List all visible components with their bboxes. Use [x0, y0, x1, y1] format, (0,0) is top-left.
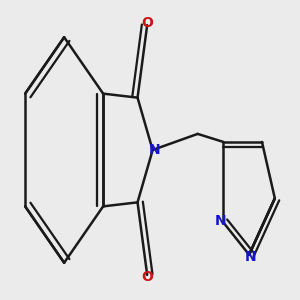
Text: N: N: [215, 214, 227, 228]
Text: N: N: [245, 250, 256, 264]
Text: O: O: [141, 16, 153, 30]
Text: O: O: [141, 270, 153, 284]
Text: N: N: [148, 143, 160, 157]
